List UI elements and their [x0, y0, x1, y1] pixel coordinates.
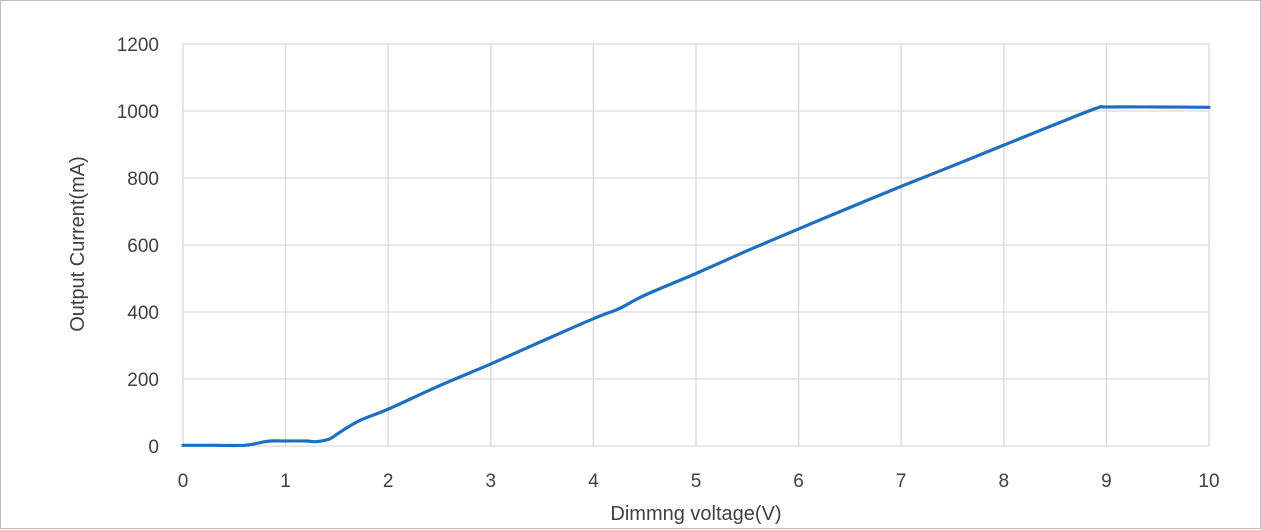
y-tick-label: 400	[127, 303, 159, 324]
grid-lines	[182, 43, 1210, 447]
y-tick-label: 600	[127, 236, 159, 257]
x-tick-label: 7	[896, 471, 907, 492]
series-layer	[181, 105, 1211, 448]
x-tick-label: 2	[383, 471, 394, 492]
series-line	[181, 105, 1211, 448]
x-tick-label: 10	[1198, 471, 1219, 492]
y-axis-ticks: 0 200 400 600 800 1000 1200	[117, 35, 159, 458]
y-tick-label: 1000	[117, 102, 159, 123]
x-tick-label: 4	[588, 471, 599, 492]
x-tick-label: 6	[793, 471, 804, 492]
x-axis-ticks: 0 1 2 3 4 5 6 7 8 9 10	[178, 471, 1220, 492]
x-axis-title: Dimmng voltage(V)	[610, 503, 781, 525]
x-tick-label: 9	[1101, 471, 1112, 492]
y-tick-label: 1200	[117, 35, 159, 56]
y-axis-title: Output Current(mA)	[67, 156, 89, 332]
x-tick-label: 3	[486, 471, 497, 492]
x-tick-label: 5	[691, 471, 702, 492]
y-tick-label: 200	[127, 370, 159, 391]
x-tick-label: 1	[280, 471, 291, 492]
x-tick-label: 8	[999, 471, 1010, 492]
x-tick-label: 0	[178, 471, 189, 492]
y-tick-label: 800	[127, 169, 159, 190]
y-tick-label: 0	[148, 437, 159, 458]
